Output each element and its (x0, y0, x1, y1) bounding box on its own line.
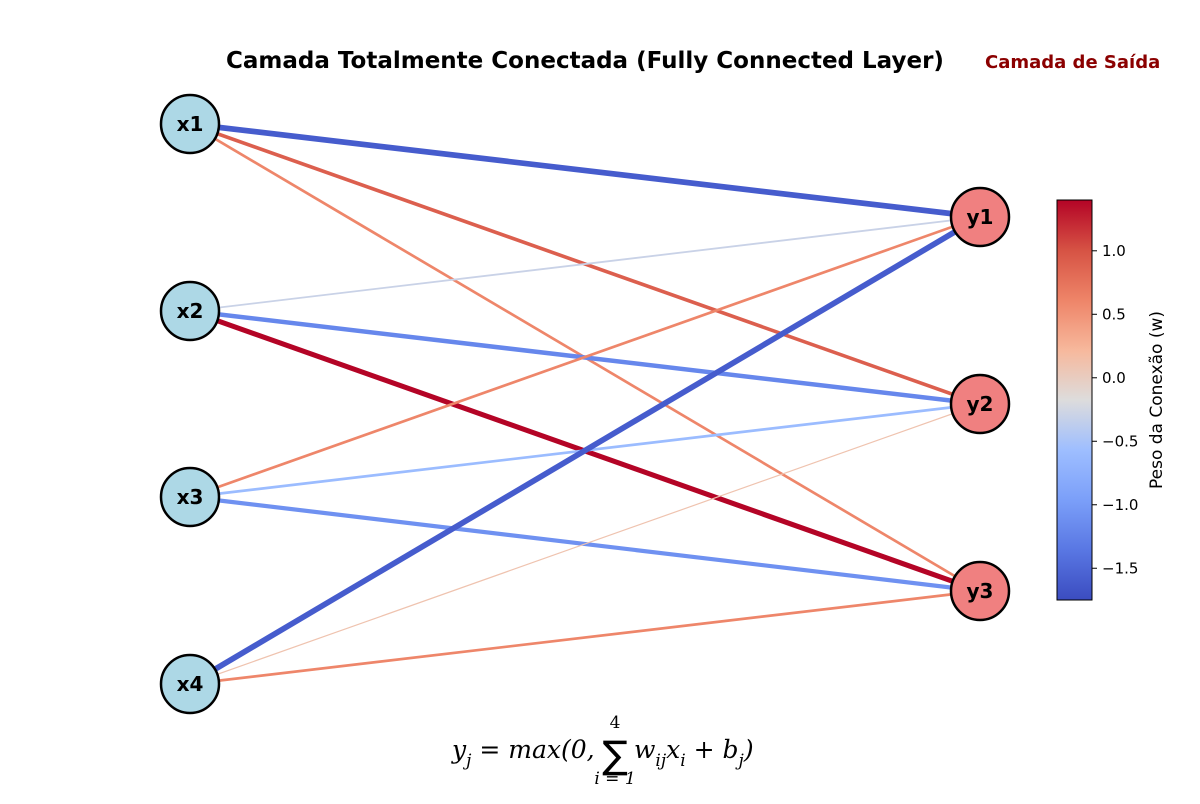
output-node-circle (949, 560, 1011, 622)
output-layer-label: Camada de Saída (985, 52, 1160, 73)
formula-b-sub: j (735, 751, 745, 771)
relu-formula: yj = max(0, 4 ∑ i = 1 wijxi + bj) (451, 713, 754, 789)
formula-y-sub: j (462, 751, 472, 771)
connection-edges (188, 121, 982, 687)
input-node-x4: x4 (159, 653, 221, 715)
output-node-label: y2 (967, 392, 994, 416)
colorbar-tick-label: 0.0 (1102, 369, 1126, 387)
input-node-label: x3 (177, 485, 204, 509)
formula-x: x (666, 735, 680, 764)
edge-x1-y1 (189, 121, 981, 220)
input-node-label: x2 (177, 299, 204, 323)
edge-x4-y1 (188, 214, 982, 687)
output-node-y1: y1 (949, 186, 1011, 248)
formula-y: y (451, 735, 467, 764)
edge-x3-y1 (189, 215, 981, 499)
output-node-y2: y2 (949, 373, 1011, 435)
formula-w-sub: ij (655, 751, 666, 771)
output-node-label: y1 (967, 205, 994, 229)
edge-x4-y2 (189, 403, 981, 685)
output-node-label: y3 (967, 579, 994, 603)
input-node-x3: x3 (159, 466, 221, 528)
formula-close: ) (743, 735, 754, 764)
edge-x4-y3 (189, 589, 981, 686)
formula-sum-upper: 4 (610, 713, 621, 733)
input-node-x1: x1 (159, 93, 221, 155)
colorbar-tick-label: −1.5 (1102, 559, 1138, 577)
colorbar-label: Peso da Conexão (w) (1147, 311, 1167, 489)
diagram-title: Camada Totalmente Conectada (Fully Conne… (226, 48, 944, 74)
input-node-x2: x2 (159, 280, 221, 342)
formula-lhs: yj = max(0, (451, 735, 595, 771)
input-node-circle (159, 93, 221, 155)
colorbar-tick-label: 1.0 (1102, 242, 1126, 260)
input-node-circle (159, 280, 221, 342)
colorbar-ticks: 1.0 0.5 0.0 −0.5 −1.0 −1.5 (1092, 242, 1138, 577)
colorbar-tick-label: −0.5 (1102, 432, 1138, 450)
formula-sum-lower: i = 1 (594, 769, 635, 789)
output-node-circle (949, 186, 1011, 248)
output-node-circle (949, 373, 1011, 435)
colorbar-tick-label: −1.0 (1102, 496, 1138, 514)
formula-eq: = max(0, (471, 735, 594, 764)
output-node-y3: y3 (949, 560, 1011, 622)
colorbar-tick-label: 0.5 (1102, 305, 1126, 323)
input-node-circle (159, 466, 221, 528)
colorbar: 1.0 0.5 0.0 −0.5 −1.0 −1.5 Peso da Conexão (w… (1056, 199, 1167, 601)
formula-sum-symbol: ∑ (602, 733, 628, 777)
input-node-label: x1 (177, 112, 204, 136)
formula-plus-b: + b (686, 735, 739, 764)
formula-x-sub: i (680, 751, 685, 771)
colorbar-gradient (1056, 199, 1093, 601)
edge-x2-y1 (189, 216, 981, 312)
input-node-circle (159, 653, 221, 715)
formula-rhs: wijxi + bj) (634, 735, 754, 771)
formula-w: w (634, 735, 655, 764)
input-node-label: x4 (177, 672, 204, 696)
neuron-nodes: x1 x2 x3 x4 y1 y2 y3 (159, 93, 1011, 715)
